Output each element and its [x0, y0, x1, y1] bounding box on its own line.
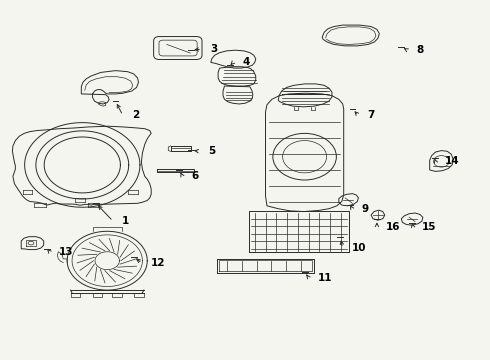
Text: 6: 6 [191, 171, 198, 181]
Text: 12: 12 [151, 258, 166, 268]
Text: 13: 13 [58, 247, 73, 257]
Text: 15: 15 [422, 222, 437, 232]
Text: 1: 1 [122, 216, 129, 226]
Text: 3: 3 [211, 44, 218, 54]
Text: 9: 9 [361, 204, 368, 215]
Text: 8: 8 [416, 45, 423, 55]
Text: 11: 11 [318, 273, 332, 283]
Text: 10: 10 [351, 243, 366, 253]
Text: 7: 7 [367, 111, 374, 121]
Text: 16: 16 [386, 222, 400, 232]
Text: 5: 5 [208, 146, 216, 156]
Text: 2: 2 [132, 111, 139, 121]
Text: 4: 4 [243, 57, 250, 67]
Text: 14: 14 [444, 156, 459, 166]
